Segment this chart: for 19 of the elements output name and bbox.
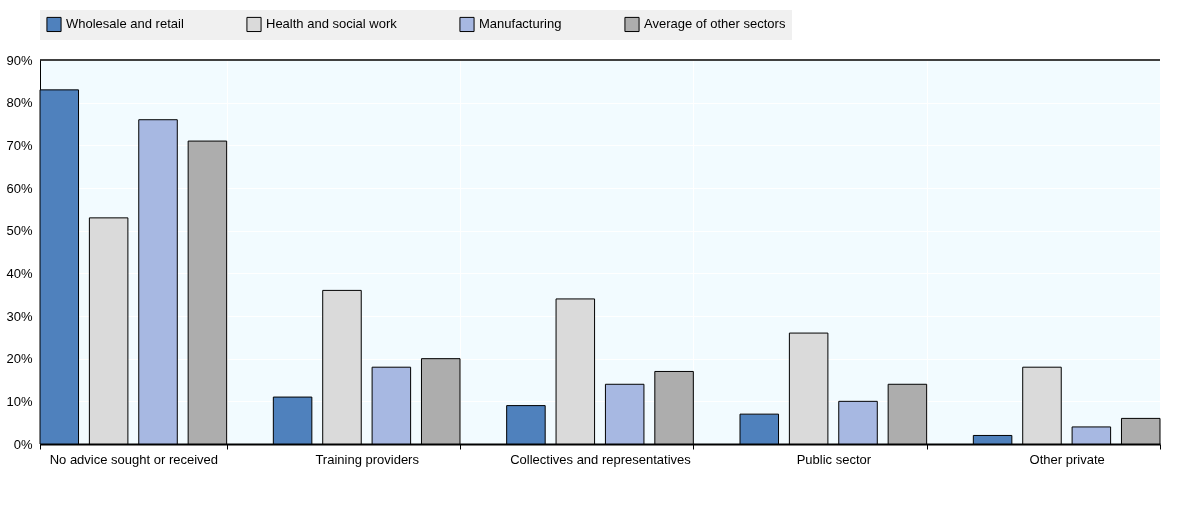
legend-label: Average of other sectors: [644, 16, 786, 32]
y-tick-label: 60%: [6, 180, 33, 196]
y-tick-label: 40%: [6, 265, 33, 281]
x-tick-label: Collectives and representatives: [510, 451, 692, 467]
y-tick-label: 0%: [13, 436, 33, 452]
y-tick-label: 10%: [6, 393, 33, 409]
x-tick-label: Training providers: [315, 451, 420, 467]
legend-label: Manufacturing: [479, 16, 562, 32]
y-tick-label: 30%: [6, 308, 33, 324]
y-tick-label: 50%: [6, 223, 33, 239]
x-tick-label: Other private: [1029, 451, 1105, 467]
x-tick-label: Public sector: [796, 451, 872, 467]
y-tick-label: 70%: [6, 137, 33, 153]
y-tick-label: 80%: [6, 95, 33, 111]
x-tick-label: No advice sought or received: [49, 451, 219, 467]
legend-label: Health and social work: [266, 16, 398, 32]
y-tick-label: 90%: [6, 52, 33, 68]
y-tick-label: 20%: [6, 351, 33, 367]
legend-label: Wholesale and retail: [66, 16, 184, 32]
